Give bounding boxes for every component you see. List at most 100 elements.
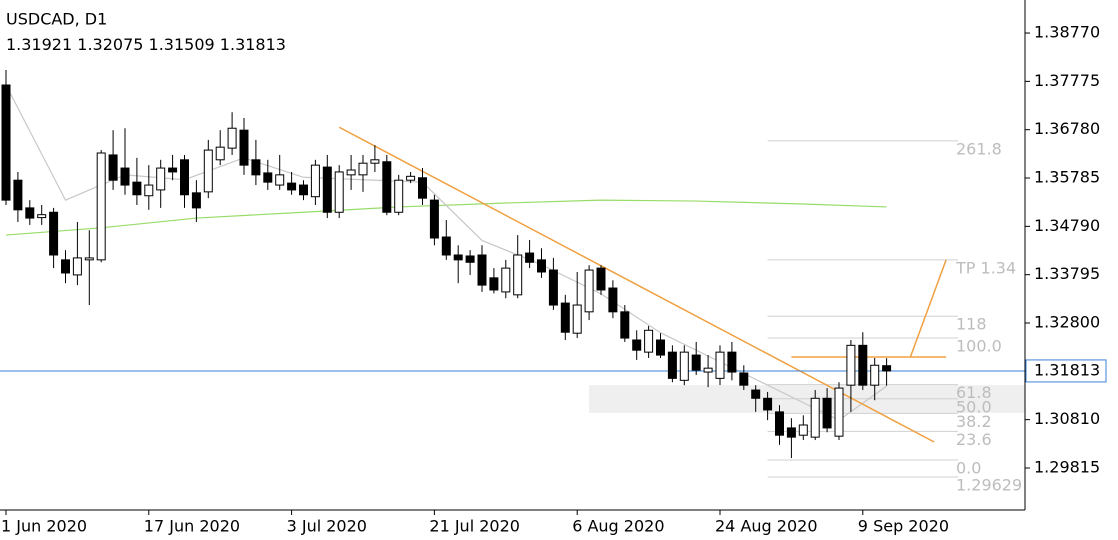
- candle-body: [108, 154, 118, 181]
- candle-body: [418, 177, 427, 199]
- candle-body: [667, 351, 677, 379]
- candle-body: [644, 329, 654, 353]
- candle-body: [310, 164, 320, 198]
- fib-label: 100.0: [956, 337, 1002, 356]
- candle-body: [1, 84, 11, 201]
- candle-body: [215, 146, 225, 161]
- y-tick-label: 1.35785: [1034, 168, 1100, 187]
- candle-body: [287, 182, 297, 191]
- candle-body: [72, 257, 82, 276]
- x-tick-label: 17 Jun 2020: [144, 517, 240, 536]
- fib-label: 261.8: [956, 139, 1002, 158]
- candle-body: [180, 159, 189, 196]
- fib-label: 118: [956, 315, 987, 334]
- candle-body: [406, 175, 416, 181]
- candle-body: [37, 214, 47, 219]
- candle-body: [25, 207, 35, 219]
- y-tick-label: 1.32800: [1034, 313, 1100, 332]
- open: 1.31921: [6, 35, 72, 54]
- candle-body: [251, 159, 261, 176]
- candle-body: [370, 159, 380, 164]
- x-tick-label: 24 Aug 2020: [715, 517, 818, 536]
- candle-body: [560, 302, 570, 333]
- candle-body: [334, 171, 344, 213]
- y-tick-label: 1.29815: [1034, 457, 1100, 476]
- candle-body: [441, 236, 451, 256]
- candle-body: [608, 287, 618, 313]
- candle-body: [49, 211, 59, 256]
- candle-body: [96, 152, 106, 261]
- y-tick-label: 1.30810: [1034, 409, 1100, 428]
- price-box-label: 1.31813: [1034, 360, 1100, 379]
- high: 1.32075: [77, 35, 143, 54]
- candle-body: [84, 257, 94, 261]
- candle-body: [679, 351, 689, 381]
- candle-body: [477, 254, 487, 286]
- chart-title: USDCAD, D1: [6, 10, 107, 29]
- candle-body: [715, 351, 725, 379]
- candle-body: [810, 397, 820, 438]
- candle-body: [156, 167, 166, 191]
- candle-body: [703, 367, 713, 373]
- moving-average: [5, 199, 887, 236]
- x-tick-label: 6 Aug 2020: [572, 517, 664, 536]
- candle-body: [584, 269, 594, 313]
- fib-label: 0.0: [956, 458, 981, 477]
- candle-body: [191, 192, 201, 209]
- y-tick-label: 1.34790: [1034, 216, 1100, 235]
- low: 1.31509: [149, 35, 215, 54]
- candle-body: [632, 339, 642, 351]
- ohlc-readout: 1.31921 1.32075 1.31509 1.31813: [6, 35, 286, 54]
- candle-body: [727, 351, 737, 373]
- candle-body: [775, 411, 784, 436]
- candle-body: [61, 259, 70, 274]
- candle-body: [656, 339, 665, 356]
- fib-label: 50.0: [956, 397, 992, 416]
- candle-body: [596, 267, 606, 291]
- candle-body: [739, 372, 749, 386]
- y-tick-label: 1.36780: [1034, 119, 1100, 138]
- y-tick-label: 1.38770: [1034, 23, 1100, 42]
- candle-body: [822, 397, 832, 429]
- candle-body: [798, 424, 808, 436]
- fib-label: 38.2: [956, 412, 992, 431]
- candle-body: [382, 161, 392, 213]
- candle-body: [13, 179, 23, 211]
- candle-body: [489, 277, 499, 291]
- candle-body: [548, 269, 558, 306]
- candle-body: [346, 169, 356, 176]
- y-tick-label: 1.33795: [1034, 264, 1100, 283]
- candle-body: [525, 252, 535, 263]
- candle-body: [322, 166, 332, 213]
- candle-body: [846, 344, 856, 386]
- candle-body: [132, 181, 142, 196]
- candle-body: [882, 365, 892, 372]
- candle-body: [513, 254, 523, 296]
- close: 1.31813: [220, 35, 286, 54]
- candle-body: [834, 387, 844, 437]
- x-tick-label: 21 Jul 2020: [429, 517, 520, 536]
- x-tick-label: 3 Jul 2020: [287, 517, 367, 536]
- candle-body: [501, 267, 511, 293]
- candle-body: [537, 259, 546, 273]
- candle-body: [263, 172, 273, 183]
- plot-area: 261.8 TP 1.34 118 100.0 61.850.038.223.6 0.01…: [0, 69, 1025, 495]
- candle-body: [394, 179, 404, 213]
- candle-body: [168, 167, 178, 173]
- candle-body: [620, 311, 630, 339]
- candle-body: [691, 354, 701, 371]
- candle-body: [858, 344, 868, 386]
- target-line: [909, 259, 947, 358]
- candle-body: [239, 129, 249, 166]
- candle-body: [275, 174, 285, 186]
- candle-body: [453, 254, 463, 261]
- candle-body: [299, 184, 308, 196]
- candle-body: [465, 255, 475, 263]
- fib-label: TP 1.34: [955, 258, 1016, 277]
- fib-label: 61.8: [956, 383, 992, 402]
- candle-body: [429, 199, 439, 239]
- price-box: [1025, 359, 1107, 383]
- candle-body: [870, 364, 880, 386]
